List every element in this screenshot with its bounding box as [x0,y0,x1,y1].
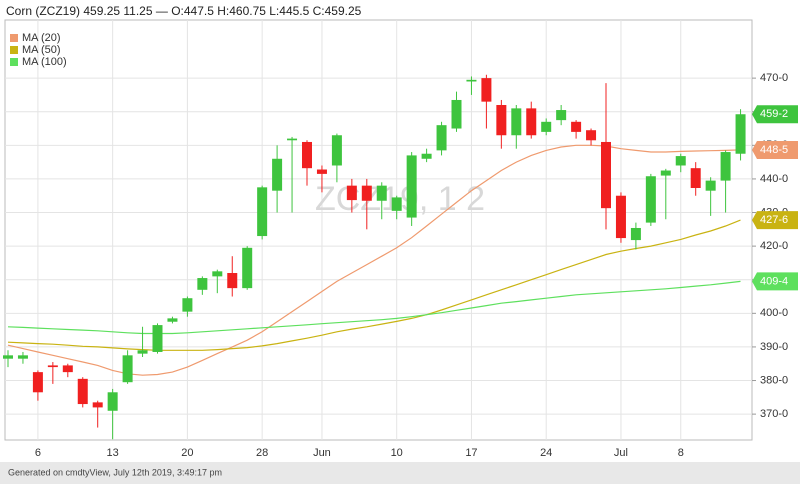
legend-label: MA (50) [22,44,61,56]
footer-bar [0,462,800,484]
x-tick-label: 20 [181,447,193,459]
ma-line [7,280,741,335]
candle-body [331,135,342,166]
candle-body [526,108,537,136]
candle-body [272,158,283,191]
y-tick-label: 370-0 [760,408,788,420]
candle-body [571,121,582,132]
candle-body [466,79,477,82]
candle-body [62,365,73,373]
candle-body [541,121,552,132]
candle-body [47,365,58,368]
plot-frame [4,19,753,441]
x-tick-label: 6 [35,447,41,459]
candle-body [720,152,731,181]
candle-body [227,273,238,289]
x-tick-label: 28 [256,447,268,459]
candle-body [675,156,686,166]
candle-body [287,138,298,141]
y-tick-label: 420-0 [760,240,788,252]
candle-body [645,176,656,223]
candle-body [586,130,597,141]
candle-body [32,372,43,393]
last-value-tag [752,105,798,124]
candle-body [152,325,163,352]
y-tick-label: 400-0 [760,307,788,319]
candle-body [302,141,312,169]
candle-body [615,195,626,239]
last-value-tag [752,272,798,291]
candle-body [690,168,701,188]
candle-body [17,355,28,359]
candle-body [107,392,118,411]
candle-body [601,141,611,209]
candle-body [451,99,462,129]
candle-body [242,247,253,289]
candle-body [167,318,178,322]
y-tick-label: 380-0 [760,374,788,386]
candle-body [705,180,716,191]
y-tick-label: 440-0 [760,173,788,185]
candle-body [361,185,372,201]
ma-line [7,219,741,351]
last-value-tag [752,140,798,159]
candle-body [92,402,103,408]
candle-body [511,108,522,136]
last-value-label: 448-5 [760,144,788,156]
legend-swatch [10,34,18,42]
candle-body [137,350,148,354]
legend-swatch [10,46,18,54]
candle-body [376,185,387,201]
candle-body [182,298,193,312]
last-value-tag [752,211,798,230]
candle-body [660,170,671,176]
candle-body [391,197,402,211]
footer: Generated on cmdtyView, July 12th 2019, … [8,467,222,477]
candle-body [481,78,492,102]
candle-body [257,187,268,237]
candle-body [316,169,327,174]
x-tick-label: 17 [465,447,477,459]
y-tick-label: 390-0 [760,341,788,353]
y-tick-label: 470-0 [760,72,788,84]
legend-swatch [10,58,18,66]
x-tick-label: 10 [391,447,403,459]
x-tick-label: Jul [614,447,628,459]
x-tick-label: Jun [313,447,331,459]
candle-body [496,105,507,136]
x-tick-label: 13 [107,447,119,459]
candle-body [346,185,357,201]
candle-body [122,355,133,383]
legend-label: MA (20) [22,32,61,44]
candle-body [3,355,13,359]
last-value-label: 459-2 [760,108,788,120]
candle-body [406,155,417,218]
x-tick-label: 24 [540,447,552,459]
legend-label: MA (100) [22,56,67,68]
candle-body [630,227,641,241]
candle-body [212,271,223,277]
candle-body [77,378,88,405]
candle-body [421,153,432,159]
last-value-label: 427-6 [760,214,788,226]
candle-body [735,114,746,154]
candle-body [556,110,567,121]
candle-body [197,278,208,290]
last-value-label: 409-4 [760,275,788,287]
chart-title: Corn (ZCZ19) 459.25 11.25 — O:447.5 H:46… [6,4,362,18]
candle-body [436,125,447,151]
x-tick-label: 8 [678,447,684,459]
